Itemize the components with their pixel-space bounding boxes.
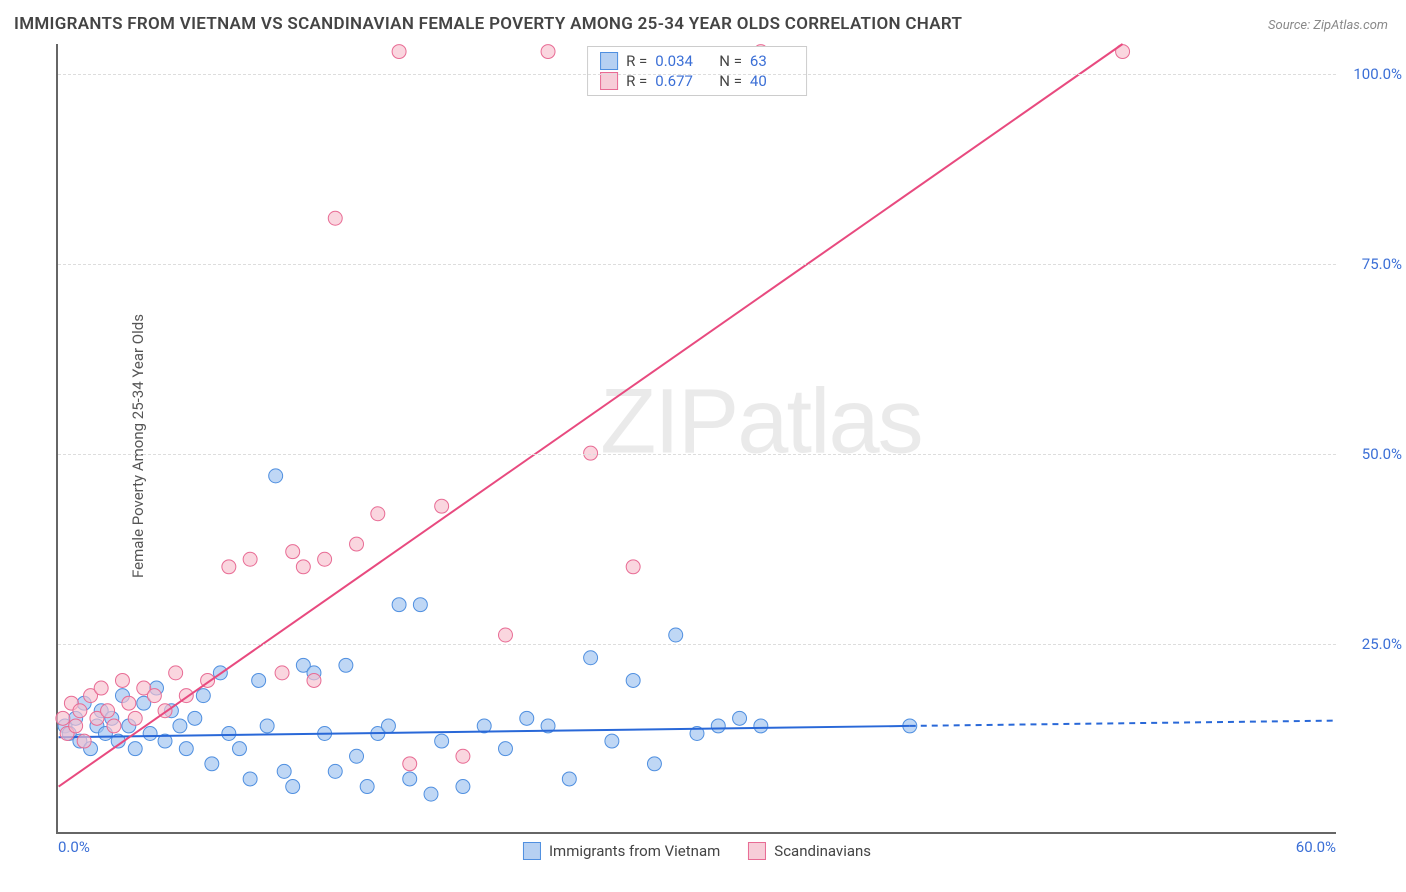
y-tick-label: 75.0%	[1362, 255, 1402, 273]
data-point	[499, 742, 513, 756]
data-point	[269, 469, 283, 483]
gridline	[58, 264, 1336, 265]
data-point	[371, 507, 385, 521]
data-point	[107, 719, 121, 733]
data-point	[584, 446, 598, 460]
data-point	[307, 673, 321, 687]
data-point	[169, 666, 183, 680]
data-point	[711, 719, 725, 733]
data-point	[626, 673, 640, 687]
data-point	[456, 780, 470, 794]
gridline	[58, 74, 1336, 75]
y-tick-label: 100.0%	[1353, 65, 1402, 83]
legend-label-1: Immigrants from Vietnam	[549, 842, 720, 860]
gridline	[58, 644, 1336, 645]
regression-line	[59, 44, 1123, 787]
data-point	[350, 537, 364, 551]
data-point	[147, 689, 161, 703]
data-point	[222, 560, 236, 574]
stats-row-series-1: R = 0.034 N = 63	[600, 51, 794, 71]
data-point	[403, 757, 417, 771]
x-tick-1: 60.0%	[1296, 838, 1336, 856]
stat-n-value-1: 63	[750, 52, 794, 70]
data-point	[520, 711, 534, 725]
data-point	[328, 211, 342, 225]
legend-label-2: Scandinavians	[774, 842, 871, 860]
data-point	[350, 749, 364, 763]
data-point	[252, 673, 266, 687]
data-point	[173, 719, 187, 733]
data-point	[196, 689, 210, 703]
data-point	[286, 545, 300, 559]
x-tick-0: 0.0%	[58, 838, 90, 856]
data-point	[56, 711, 70, 725]
data-point	[339, 658, 353, 672]
y-tick-label: 50.0%	[1362, 445, 1402, 463]
data-point	[584, 651, 598, 665]
data-point	[328, 764, 342, 778]
data-point	[413, 598, 427, 612]
data-point	[424, 787, 438, 801]
data-point	[115, 673, 129, 687]
data-point	[260, 719, 274, 733]
chart-svg	[58, 44, 1336, 832]
data-point	[277, 764, 291, 778]
data-point	[179, 742, 193, 756]
swatch-series-1	[600, 52, 618, 70]
data-point	[435, 499, 449, 513]
data-point	[128, 742, 142, 756]
data-point	[360, 780, 374, 794]
data-point	[286, 780, 300, 794]
data-point	[128, 711, 142, 725]
data-point	[435, 734, 449, 748]
data-point	[69, 719, 83, 733]
data-point	[381, 719, 395, 733]
data-point	[392, 45, 406, 59]
data-point	[73, 704, 87, 718]
legend-swatch-1	[523, 842, 541, 860]
stat-n-label: N =	[719, 52, 742, 70]
chart-title: IMMIGRANTS FROM VIETNAM VS SCANDINAVIAN …	[14, 14, 962, 34]
data-point	[647, 757, 661, 771]
legend-swatch-2	[748, 842, 766, 860]
data-point	[733, 711, 747, 725]
data-point	[94, 681, 108, 695]
y-tick-label: 25.0%	[1362, 635, 1402, 653]
data-point	[188, 711, 202, 725]
source-attribution: Source: ZipAtlas.com	[1268, 18, 1388, 33]
legend-item-2: Scandinavians	[748, 842, 871, 860]
stats-box: R = 0.034 N = 63 R = 0.677 N = 40	[587, 46, 807, 96]
gridline	[58, 454, 1336, 455]
data-point	[205, 757, 219, 771]
data-point	[669, 628, 683, 642]
data-point	[243, 772, 257, 786]
data-point	[605, 734, 619, 748]
data-point	[499, 628, 513, 642]
data-point	[275, 666, 289, 680]
legend-item-1: Immigrants from Vietnam	[523, 842, 720, 860]
data-point	[541, 45, 555, 59]
data-point	[122, 696, 136, 710]
stat-r-value-1: 0.034	[655, 52, 699, 70]
plot-area: ZIPatlas R = 0.034 N = 63 R = 0.677 N = …	[56, 44, 1336, 834]
data-point	[233, 742, 247, 756]
data-point	[222, 727, 236, 741]
data-point	[456, 749, 470, 763]
data-point	[101, 704, 115, 718]
data-point	[403, 772, 417, 786]
data-point	[77, 734, 91, 748]
data-point	[562, 772, 576, 786]
data-point	[626, 560, 640, 574]
data-point	[243, 552, 257, 566]
data-point	[143, 727, 157, 741]
regression-line-extension	[910, 721, 1336, 726]
data-point	[296, 560, 310, 574]
data-point	[754, 719, 768, 733]
data-point	[318, 552, 332, 566]
data-point	[392, 598, 406, 612]
bottom-legend: Immigrants from Vietnam Scandinavians	[523, 842, 871, 860]
stat-r-label: R =	[626, 52, 647, 70]
